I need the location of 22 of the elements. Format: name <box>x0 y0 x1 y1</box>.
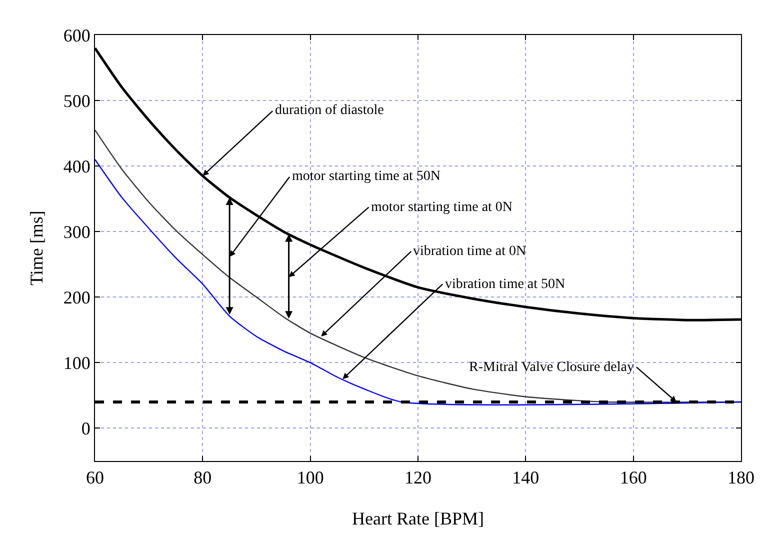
annotation: motor starting time at 0N <box>371 200 513 215</box>
y-tick-label: 100 <box>63 352 90 373</box>
y-tick-label: 400 <box>63 156 90 176</box>
annotation: motor starting time at 50N <box>292 169 441 184</box>
x-tick-label: 140 <box>512 468 540 488</box>
y-tick-label: 200 <box>63 287 90 308</box>
x-tick-label: 120 <box>404 468 432 488</box>
y-tick-label: 600 <box>63 25 90 46</box>
y-tick-label: 0 <box>81 418 90 439</box>
x-tick-label: 100 <box>296 468 324 488</box>
annotation: vibration time at 0N <box>413 244 526 259</box>
y-tick-label: 300 <box>63 222 90 242</box>
y-tick-label: 500 <box>63 90 90 111</box>
annotation: vibration time at 50N <box>445 277 566 292</box>
annotation: R-Mitral Valve Closure delay <box>469 360 634 375</box>
x-tick-label: 180 <box>728 468 754 488</box>
x-tick-label: 80 <box>194 468 212 488</box>
x-axis-title: Heart Rate [BPM] <box>352 508 484 529</box>
annotation: duration of diastole <box>275 103 384 118</box>
y-axis-title: Time [ms] <box>26 210 47 286</box>
x-tick-label: 60 <box>86 468 104 488</box>
x-tick-label: 160 <box>620 468 647 488</box>
